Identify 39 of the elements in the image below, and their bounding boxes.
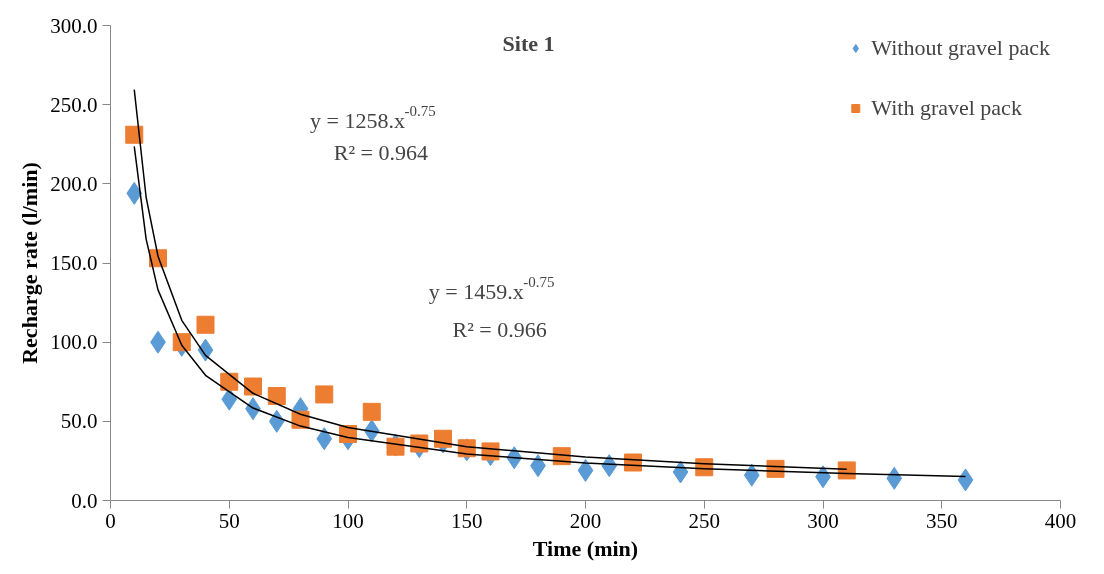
y-tick-label: 100.0 (50, 330, 98, 355)
x-axis-title: Time (min) (532, 535, 639, 561)
point (957, 468, 974, 492)
x-tick-label: 250 (688, 508, 720, 533)
y-tick-label: 0.0 (71, 488, 98, 513)
y-tick-label: 50.0 (60, 409, 98, 434)
x-tick-label: 150 (451, 508, 483, 533)
y-tick-label: 300.0 (50, 13, 98, 38)
point (743, 463, 760, 487)
y-axis-title: Recharge rate (l/min) (17, 162, 43, 364)
chart-title: Site 1 (502, 30, 555, 56)
point (672, 460, 689, 484)
annotation: R² = 0.964 (333, 139, 428, 165)
x-tick-label: 50 (218, 508, 240, 533)
x-tick-label: 0 (105, 508, 116, 533)
x-tick-label: 300 (807, 508, 839, 533)
point (362, 402, 381, 421)
point (577, 458, 594, 482)
point (386, 437, 405, 456)
legend-label: Without gravel pack (871, 35, 1050, 61)
point (125, 125, 144, 144)
point (196, 315, 215, 334)
point (267, 387, 286, 405)
point (126, 181, 143, 205)
y-tick-label: 150.0 (50, 251, 98, 275)
x-tick-label: 100 (332, 508, 364, 533)
x-tick-label: 350 (926, 508, 958, 533)
point (268, 409, 285, 433)
x-tick-label: 400 (1044, 508, 1077, 533)
point (886, 466, 903, 490)
annotation: R² = 0.966 (452, 317, 547, 342)
y-tick-label: 250.0 (50, 92, 98, 117)
x-tick-label: 200 (569, 508, 602, 533)
point (315, 385, 334, 404)
point (244, 377, 262, 396)
point (434, 429, 452, 448)
point (316, 427, 333, 451)
legend-label: With gravel pack (871, 95, 1022, 121)
y-tick-label: 200.0 (50, 171, 98, 196)
